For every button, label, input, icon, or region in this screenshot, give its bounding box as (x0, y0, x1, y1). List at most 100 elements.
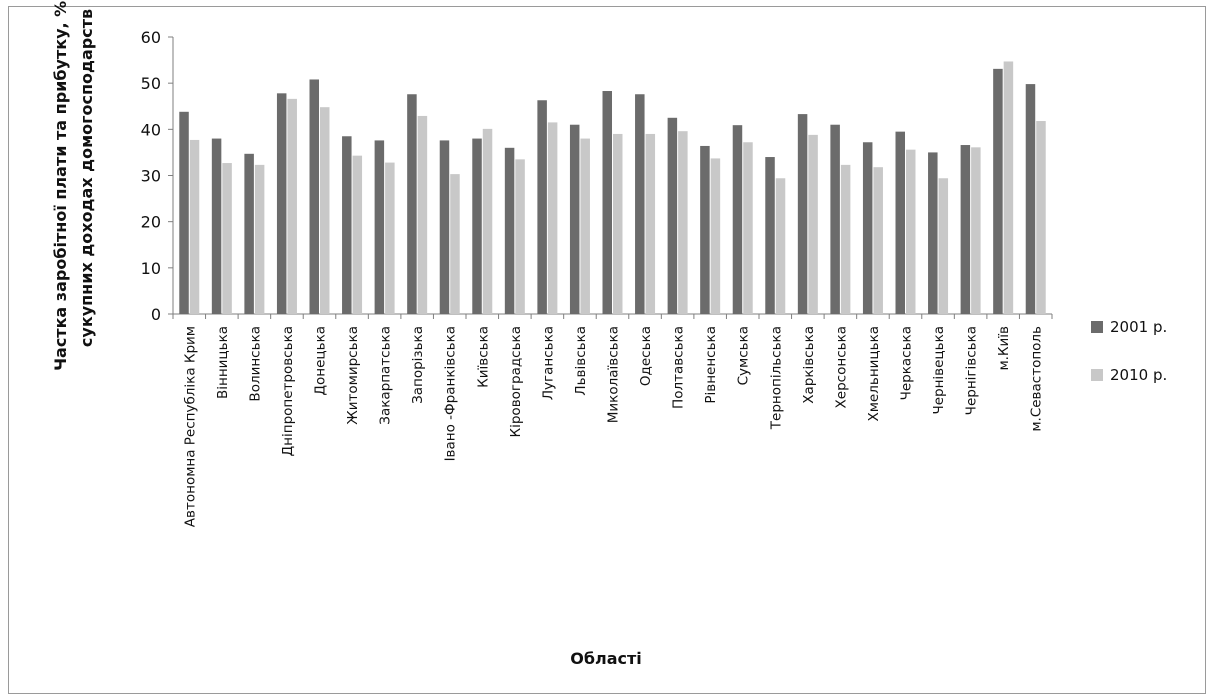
x-tick-label: Луганська (540, 326, 556, 400)
bar-2001 (895, 131, 905, 314)
bar-2010 (450, 174, 460, 314)
bar-2001 (928, 152, 938, 314)
x-tick-label: Закарпатська (378, 326, 394, 425)
x-tick-label: Дніпропетровська (280, 326, 296, 456)
legend-swatch (1091, 321, 1103, 333)
bar-2010 (906, 149, 916, 314)
bar-2010 (385, 162, 395, 314)
bar-2001 (993, 68, 1003, 314)
x-tick-label: Харківська (801, 326, 817, 404)
x-tick-label: Кіровоградська (508, 326, 524, 437)
bar-2001 (407, 94, 417, 314)
bar-2010 (287, 98, 297, 314)
y-axis-label-line1: Частка заробітної плати та прибутку, % в (51, 0, 70, 371)
legend: 2001 р. 2010 р. (1091, 318, 1167, 384)
y-tick-label: 10 (141, 259, 161, 278)
y-tick-label: 60 (141, 28, 161, 47)
legend-label: 2001 р. (1110, 318, 1167, 336)
bar-2010 (678, 131, 688, 314)
x-tick-label: Житомирська (345, 326, 361, 425)
bar-2010 (482, 128, 493, 314)
y-tick-label: 20 (141, 213, 161, 232)
bar-2001 (211, 138, 222, 314)
x-tick-label: Запорізька (410, 326, 426, 404)
labels-layer: 0 10 20 30 40 50 60 Автономна Республіка Крим Ві… (141, 28, 1045, 527)
bar-2010 (743, 142, 753, 314)
axes-layer (168, 36, 1053, 319)
x-axis-label: Області (570, 649, 642, 668)
bar-2010 (254, 164, 265, 314)
bar-2001 (569, 124, 580, 314)
x-tick-label: Київська (475, 326, 491, 388)
bar-2001 (342, 136, 352, 314)
x-tick-label: Тернопільська (768, 326, 784, 430)
bar-2001 (309, 79, 319, 315)
x-tick-label: Донецька (313, 326, 329, 396)
bar-2010 (320, 107, 330, 314)
bar-2001 (179, 111, 189, 314)
bar-2010 (873, 167, 883, 314)
x-tick-label: Рівненська (703, 326, 719, 404)
bar-2001 (667, 117, 678, 315)
bar-2010 (971, 147, 981, 314)
x-tick-label: Чернігівська (964, 326, 980, 415)
bar-2001 (635, 94, 645, 314)
bar-2010 (1003, 61, 1014, 314)
y-tick-label: 40 (141, 120, 161, 139)
bar-2010 (547, 122, 558, 315)
bar-2010 (840, 164, 851, 314)
bars-layer (179, 61, 1046, 315)
bar-2001 (276, 93, 287, 314)
bar-2001 (244, 153, 254, 314)
y-tick-label: 0 (151, 305, 161, 324)
bar-2010 (710, 158, 721, 314)
legend-label: 2010 р. (1110, 366, 1167, 384)
bar-2001 (700, 145, 710, 314)
bar-2010 (189, 139, 200, 314)
bar-2010 (808, 134, 818, 314)
bar-2001 (472, 138, 482, 314)
bar-2001 (732, 125, 743, 314)
y-tick-label: 50 (141, 74, 161, 93)
x-tick-label: Одеська (638, 326, 654, 386)
x-tick-label: Полтавська (671, 326, 687, 409)
bar-2010 (580, 138, 590, 314)
bar-2001 (765, 157, 775, 314)
bar-2010 (613, 133, 623, 314)
bar-2010 (222, 163, 232, 314)
legend-swatch (1091, 369, 1103, 381)
bar-2010 (417, 115, 428, 314)
x-tick-label: м.Київ (996, 326, 1012, 371)
bar-2010 (515, 159, 525, 314)
x-tick-label: Івано -Франківська (443, 326, 459, 461)
bar-2001 (960, 145, 971, 314)
x-tick-label: Волинська (247, 326, 263, 402)
bar-2001 (862, 142, 873, 314)
bar-2001 (504, 147, 515, 314)
y-axis-label-line2: сукупних доходах домогосподарств (77, 9, 96, 347)
x-tick-label: Вінницька (215, 326, 231, 399)
bar-2001 (439, 140, 450, 314)
x-tick-label: Черкаська (899, 326, 915, 400)
bar-2001 (830, 124, 840, 314)
bar-2001 (797, 114, 808, 315)
x-tick-label: Автономна Республіка Крим (182, 326, 198, 527)
bar-2010 (1036, 121, 1046, 314)
y-tick-label: 30 (141, 167, 161, 186)
bar-2010 (775, 178, 786, 314)
bar-2010 (645, 133, 656, 314)
x-tick-label: Хмельницька (866, 326, 882, 422)
bar-2001 (1025, 84, 1036, 314)
x-tick-label: Львівська (573, 326, 589, 396)
x-tick-label: Миколаївська (606, 326, 622, 423)
x-tick-label: Чернівецька (931, 326, 947, 415)
bar-2001 (602, 91, 612, 314)
x-tick-label: Сумська (736, 326, 752, 385)
x-tick-label: м.Севастополь (1029, 326, 1045, 432)
bar-2010 (938, 178, 949, 314)
bar-2001 (537, 100, 547, 314)
bar-2001 (374, 140, 385, 314)
bar-2010 (352, 155, 363, 314)
x-tick-label: Херсонська (833, 326, 849, 408)
